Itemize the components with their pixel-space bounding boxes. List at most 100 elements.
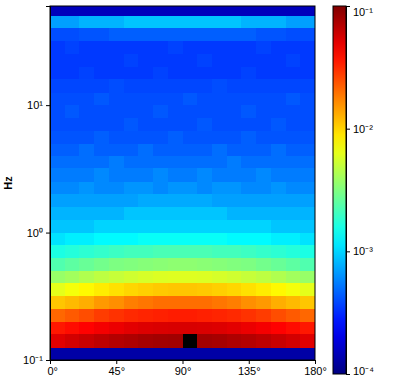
- heatmap-cell: [197, 67, 212, 79]
- heatmap-cell: [197, 309, 212, 321]
- colorbar: [333, 6, 346, 374]
- heatmap-cell: [79, 348, 94, 360]
- heatmap-cell: [94, 16, 109, 28]
- heatmap-cell: [183, 233, 198, 245]
- y-tick: 10¹: [27, 99, 50, 111]
- heatmap-cell: [94, 233, 109, 245]
- heatmap-cell: [94, 283, 109, 295]
- heatmap-cell: [256, 144, 271, 156]
- heatmap-cell: [109, 131, 124, 144]
- heatmap-cell: [256, 233, 271, 245]
- heatmap-cell: [212, 194, 227, 206]
- heatmap-cell: [168, 233, 183, 245]
- heatmap-cell: [50, 207, 65, 221]
- heatmap-cell: [79, 207, 94, 221]
- heatmap-cell: [94, 79, 109, 93]
- heatmap-cell: [109, 79, 124, 93]
- heatmap-cell: [65, 6, 80, 16]
- heatmap-cell: [212, 322, 227, 334]
- heatmap-cell: [168, 220, 183, 232]
- heatmap-cell: [286, 6, 301, 16]
- heatmap-cell: [227, 322, 242, 334]
- heatmap-cell: [153, 309, 168, 321]
- heatmap-cell: [168, 168, 183, 182]
- heatmap-cell: [168, 93, 183, 105]
- heatmap-cell: [197, 118, 212, 131]
- heatmap-cell: [94, 118, 109, 131]
- heatmap-cell: [138, 194, 153, 206]
- heatmap-cell: [65, 334, 80, 348]
- heatmap-cell: [227, 118, 242, 131]
- heatmap-cell: [138, 207, 153, 221]
- heatmap-cell: [271, 322, 286, 334]
- heatmap-cell: [227, 296, 242, 310]
- heatmap-cell: [94, 105, 109, 117]
- heatmap-cell: [227, 245, 242, 258]
- heatmap-cell: [168, 348, 183, 360]
- heatmap-cell: [241, 207, 256, 221]
- heatmap-cell: [300, 309, 315, 321]
- heatmap-cell: [50, 131, 65, 144]
- heatmap-cell: [271, 245, 286, 258]
- heatmap-cell: [124, 118, 139, 131]
- heatmap-cell: [65, 118, 80, 131]
- heatmap-cell: [197, 131, 212, 144]
- heatmap-cell: [286, 79, 301, 93]
- heatmap-cell: [94, 334, 109, 348]
- heatmap-cell: [109, 6, 124, 16]
- heatmap-cell: [50, 156, 65, 168]
- heatmap-cell: [65, 156, 80, 168]
- heatmap-cell: [227, 283, 242, 295]
- heatmap-cell: [241, 16, 256, 28]
- heatmap-cell: [256, 156, 271, 168]
- heatmap-cell: [197, 156, 212, 168]
- heatmap-cell: [212, 334, 227, 348]
- heatmap-cell: [94, 207, 109, 221]
- heatmap-cell: [94, 168, 109, 182]
- heatmap-cell: [138, 245, 153, 258]
- heatmap-cell: [197, 271, 212, 283]
- heatmap-cell: [271, 93, 286, 105]
- heatmap-cell: [256, 334, 271, 348]
- colorbar-tick-label: 10⁻⁴: [353, 365, 374, 377]
- heatmap-cell: [197, 348, 212, 360]
- heatmap-cell: [300, 168, 315, 182]
- heatmap-cell: [50, 271, 65, 283]
- heatmap-cell: [227, 41, 242, 55]
- heatmap-cell: [94, 296, 109, 310]
- heatmap-cell: [124, 131, 139, 144]
- heatmap-cell: [168, 334, 183, 348]
- heatmap-cell: [241, 334, 256, 348]
- heatmap-cell: [109, 334, 124, 348]
- heatmap-cell: [65, 105, 80, 117]
- y-tick: 10⁰: [27, 227, 50, 239]
- heatmap-cell: [256, 207, 271, 221]
- heatmap-cell: [79, 79, 94, 93]
- heatmap-cell: [153, 322, 168, 334]
- heatmap-cell: [94, 194, 109, 206]
- heatmap-cell: [153, 283, 168, 295]
- x-tick-mark: [116, 360, 117, 364]
- heatmap-cell: [109, 220, 124, 232]
- heatmap-cell: [183, 118, 198, 131]
- y-axis-line: [46, 7, 51, 361]
- heatmap-cell: [212, 54, 227, 66]
- heatmap-cell: [197, 54, 212, 66]
- heatmap-cell: [94, 156, 109, 168]
- heatmap-cell: [138, 105, 153, 117]
- y-tick-label: 10⁰: [27, 227, 43, 239]
- heatmap-cell: [168, 296, 183, 310]
- heatmap-cell: [94, 258, 109, 271]
- heatmap-cell: [241, 105, 256, 117]
- heatmap-cell: [227, 93, 242, 105]
- heatmap-cell: [197, 258, 212, 271]
- heatmap-cell: [256, 28, 271, 40]
- y-axis: 10⁻¹10⁰10¹: [23, 7, 50, 367]
- heatmap-cell: [286, 194, 301, 206]
- heatmap-cell: [50, 194, 65, 206]
- heatmap-cell: [50, 118, 65, 131]
- heatmap-cell: [227, 182, 242, 194]
- heatmap-cell: [79, 6, 94, 16]
- heatmap-cell: [109, 296, 124, 310]
- heatmap-cell: [168, 131, 183, 144]
